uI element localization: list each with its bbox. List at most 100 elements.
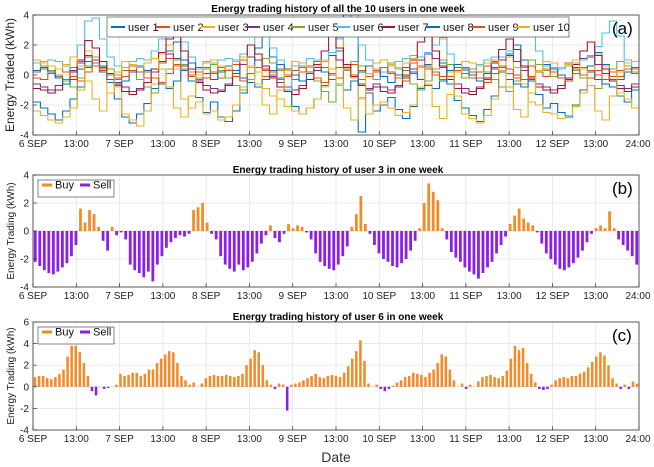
buy-bar [489,374,492,387]
buy-bar [513,345,517,387]
sell-bar [538,386,541,389]
sell-bar [101,231,105,241]
buy-bar [452,380,456,387]
y-tick-label: 0 [23,71,29,82]
sell-bar [458,231,462,262]
buy-bar [119,373,122,387]
series-line-user-5 [33,56,639,103]
sell-bar [155,231,159,265]
sell-bar [174,231,177,238]
buy-bar [436,363,439,387]
buy-bar [599,225,602,231]
buy-bar [517,208,521,231]
buy-bar [334,376,338,387]
sell-bar [314,231,318,254]
buy-bar [359,196,363,231]
sell-bar [106,231,110,251]
legend-label-user-5: user 5 [308,22,339,34]
x-tick-label: 13:00 [583,434,608,445]
x-tick-label: 6 SEP [19,139,48,150]
buy-bar [351,358,354,387]
sell-bar [540,231,544,244]
x-tick-label: 13:00 [410,291,435,302]
sell-bar [250,231,254,262]
x-tick-label: 24:00 [625,139,650,150]
buy-bar [192,210,195,231]
buy-bar [422,203,426,231]
sell-bar [386,231,390,262]
sell-bar [102,386,106,389]
sell-bar [404,231,408,259]
sell-bar [133,231,137,271]
x-tick-label: 13:00 [150,434,175,445]
buy-bar [110,226,114,231]
buy-bar [306,378,309,387]
buy-bar [115,384,118,387]
panel-b-ylabel: Energy Trading (kWh) [6,182,17,279]
sell-bar [468,231,471,272]
sell-bar [151,231,155,282]
buy-bar [322,378,326,387]
sell-bar [472,231,476,275]
x-tick-label: 10 SEP [362,434,396,445]
sell-bar [241,231,245,271]
y-tick-label: -4 [20,283,29,294]
x-tick-label: 12 SEP [535,139,569,150]
y-tick-label: -2 [20,404,29,415]
panel-a-title: Energy trading history of all the 10 use… [211,4,465,15]
x-tick-label: 7 SEP [105,291,134,302]
legend-label-sell: Sell [93,327,111,339]
sell-bar [619,386,622,389]
buy-bar [338,377,342,387]
panel-a-x-ticks: 6 SEP 13:00 7 SEP 13:00 8 SEP 13:00 9 SEP 13:00… [19,131,651,150]
buy-bar [184,380,187,387]
buy-bar [70,345,73,387]
buy-bar [253,350,256,387]
buy-bar [513,215,517,231]
x-tick-label: 13:00 [410,434,435,445]
x-tick-label: 13:00 [237,139,262,150]
buy-bar [318,377,321,387]
sell-bar [454,231,458,258]
sell-bar [246,231,250,268]
sell-bar [377,231,381,254]
y-tick-label: 0 [23,382,29,393]
sell-bar [617,231,621,240]
buy-bar [33,377,37,387]
panel-a-lines [33,14,639,133]
sell-bar [345,231,349,247]
panel-b-bars [33,183,639,282]
buy-bar [468,384,472,387]
buy-bar [562,377,566,387]
buy-bar [74,345,77,387]
buy-bar [294,383,297,387]
buy-bar [131,372,134,387]
sell-bar [146,231,150,272]
buy-bar [521,347,525,387]
buy-bar [257,352,260,387]
sell-bar [546,386,549,389]
buy-bar [200,383,204,387]
sell-bar [237,231,241,265]
sell-bar [282,231,286,234]
sell-bar [169,231,173,243]
buy-bar [54,377,57,387]
buy-bar [41,376,45,387]
panel-c-title: Energy trading history of user 6 in one … [233,312,444,323]
sell-bar [382,231,385,259]
buy-bar [216,376,220,387]
x-tick-label: 8 SEP [192,139,221,150]
sell-bar [400,231,403,264]
buy-bar [375,384,378,387]
buy-bar [249,358,252,387]
x-tick-label: 10 SEP [362,291,396,302]
sell-bar [219,231,223,257]
legend-label-user-3: user 3 [218,22,249,34]
buy-bar [139,376,143,387]
sell-bar [70,231,73,257]
buy-bar [314,373,317,387]
buy-bar [574,376,578,387]
buy-bar [363,360,366,387]
x-tick-label: 13:00 [64,291,89,302]
